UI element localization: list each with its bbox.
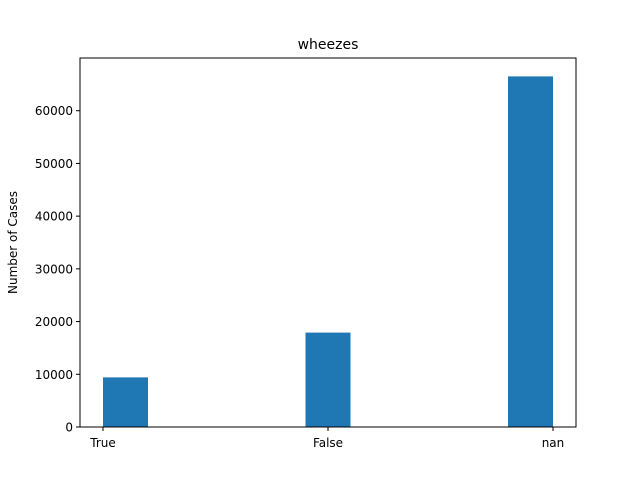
x-tick-label-false: False <box>313 436 343 450</box>
y-tick-label-10000: 10000 <box>35 368 73 382</box>
y-tick-label-0: 0 <box>65 421 73 435</box>
x-axis-ticks: True False nan <box>89 427 564 450</box>
y-tick-label-30000: 30000 <box>35 262 73 276</box>
y-tick-label-20000: 20000 <box>35 315 73 329</box>
y-tick-label-50000: 50000 <box>35 157 73 171</box>
bar-false <box>305 332 351 427</box>
y-tick-label-60000: 60000 <box>35 104 73 118</box>
chart-title: wheezes <box>298 37 359 53</box>
x-tick-label-nan: nan <box>542 436 565 450</box>
bar-true <box>103 377 148 427</box>
x-tick-label-true: True <box>89 436 116 450</box>
y-tick-label-40000: 40000 <box>35 210 73 224</box>
y-axis-ticks: 0 10000 20000 30000 40000 50000 60000 <box>35 104 80 435</box>
bar-nan <box>508 76 553 428</box>
y-axis-label: Number of Cases <box>6 191 20 294</box>
bars-group <box>103 76 553 428</box>
